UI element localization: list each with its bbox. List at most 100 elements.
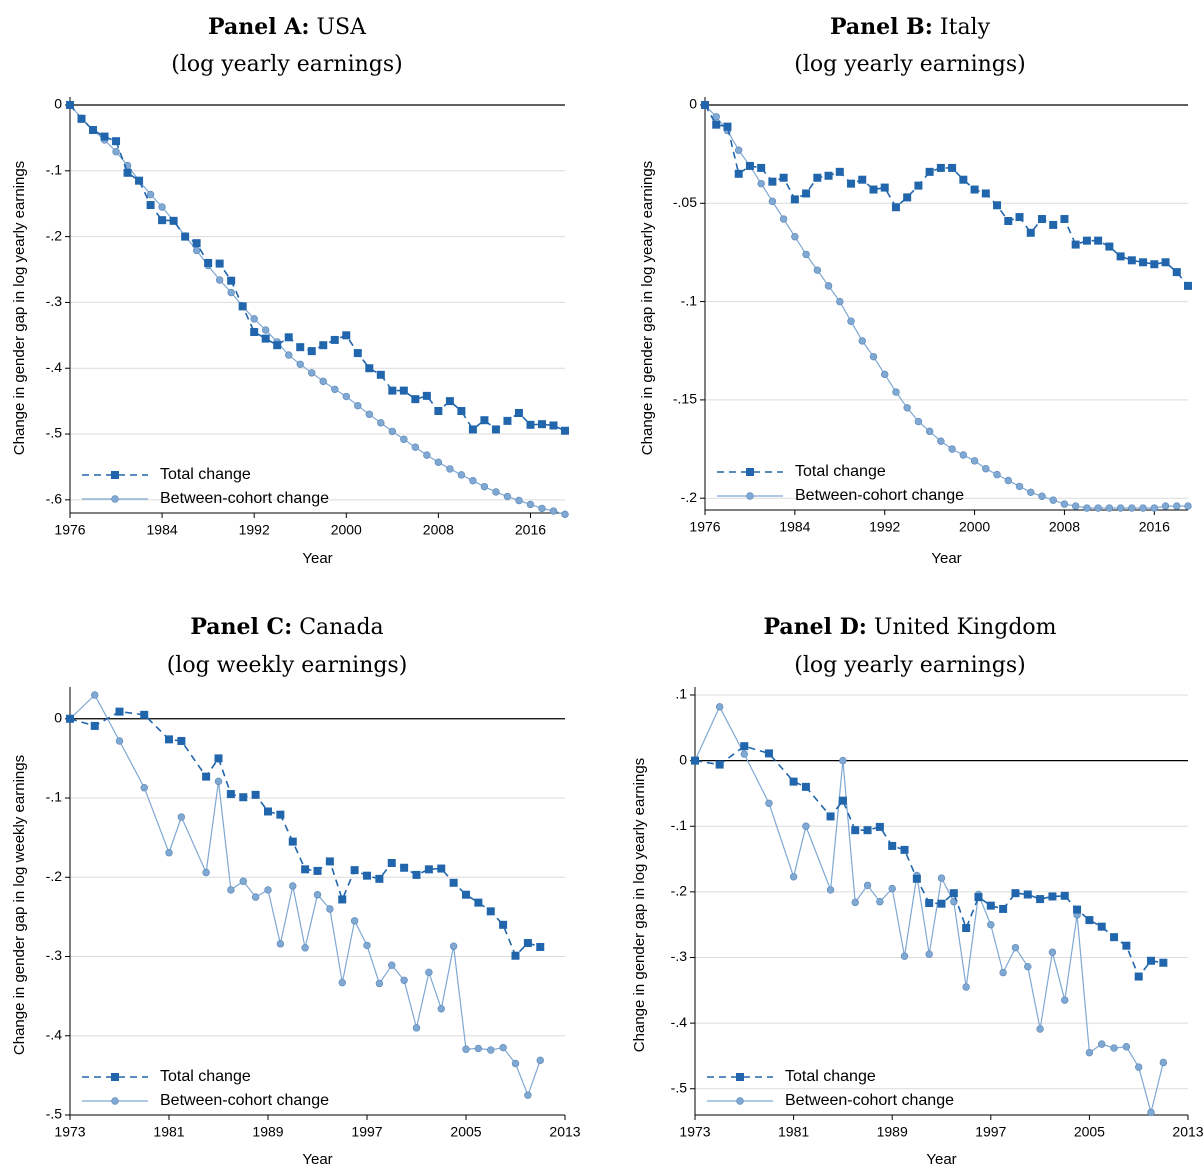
x-axis-label: Year	[302, 550, 332, 567]
data-point	[959, 175, 968, 184]
series-total-change	[66, 101, 569, 435]
data-point	[238, 302, 247, 311]
x-tick-label: 1997	[975, 1124, 1006, 1140]
data-point	[1161, 258, 1170, 267]
data-point	[1004, 476, 1012, 485]
y-tick-label: -.3	[46, 947, 63, 963]
data-point	[536, 1056, 544, 1065]
data-point	[251, 790, 260, 799]
data-point	[1105, 242, 1114, 251]
data-point	[375, 874, 384, 883]
data-point	[363, 941, 371, 950]
series-line	[69, 104, 566, 432]
data-point	[330, 335, 339, 344]
data-point	[538, 504, 546, 513]
panel-title-country: United Kingdom	[874, 615, 1057, 640]
data-point	[214, 777, 223, 786]
x-tick-label: 1984	[779, 519, 810, 535]
data-point	[1128, 504, 1136, 512]
data-point	[900, 845, 909, 854]
legend-label-total: Total change	[785, 1068, 876, 1085]
data-point	[903, 404, 911, 412]
series-total-change	[691, 742, 1168, 981]
y-axis-label: Change in gender gap in log yearly earni…	[639, 161, 656, 455]
data-point	[1097, 922, 1106, 931]
data-point	[993, 470, 1001, 479]
data-point	[999, 968, 1007, 977]
y-tick-label: -.05	[673, 194, 697, 210]
data-point	[1027, 488, 1035, 497]
data-point	[215, 276, 224, 284]
data-point	[276, 940, 285, 948]
data-point	[561, 426, 569, 435]
legend-label-between: Between-cohort change	[785, 1092, 954, 1109]
panel-title: Panel A: USA	[208, 14, 367, 40]
panel-title-country: Canada	[299, 615, 383, 640]
series-between-cohort-change	[691, 703, 1168, 1117]
y-tick-label: -.2	[46, 227, 63, 243]
data-point	[925, 427, 934, 436]
data-point	[999, 904, 1008, 913]
data-point	[948, 163, 957, 172]
data-point	[250, 315, 258, 323]
data-point	[903, 193, 912, 202]
legend-label-between: Between-cohort change	[160, 490, 329, 507]
x-tick-label: 1981	[778, 1124, 809, 1140]
panel-title-label: Panel C:	[190, 614, 292, 640]
data-point	[1061, 996, 1069, 1004]
data-point	[891, 203, 900, 212]
data-point	[802, 822, 810, 830]
data-point	[765, 799, 773, 807]
data-point	[115, 707, 124, 716]
data-point	[549, 421, 558, 430]
data-point	[1060, 891, 1069, 900]
data-point	[165, 848, 173, 857]
data-point	[491, 425, 500, 434]
data-point	[863, 826, 872, 835]
data-point	[307, 347, 316, 356]
panel-4: Panel D: United Kingdom (log yearly earnin…	[631, 614, 1203, 1168]
data-point	[1036, 1025, 1044, 1033]
data-point	[264, 807, 272, 816]
x-tick-label: 1984	[147, 522, 178, 538]
data-point	[377, 419, 385, 427]
data-point	[779, 173, 788, 182]
x-axis-label: Year	[302, 1151, 332, 1168]
data-point	[937, 437, 945, 445]
panel-subtitle: (log yearly earnings)	[794, 52, 1025, 77]
data-point	[858, 175, 867, 184]
y-axis-label: Change in gender gap in log yearly earni…	[631, 758, 648, 1052]
data-point	[1060, 500, 1069, 508]
data-point	[387, 859, 396, 867]
data-point	[301, 865, 310, 874]
data-point	[273, 341, 282, 350]
x-tick-label: 2008	[1049, 519, 1080, 535]
data-point	[835, 167, 844, 176]
data-point	[474, 898, 483, 907]
data-point	[970, 185, 979, 194]
data-point	[1150, 260, 1159, 269]
data-point	[462, 890, 470, 899]
data-point	[474, 1044, 483, 1053]
x-tick-label: 1989	[877, 1124, 908, 1140]
data-point	[779, 215, 788, 223]
data-point	[1122, 1043, 1131, 1051]
data-point	[880, 183, 889, 192]
data-point	[937, 874, 946, 882]
data-point	[192, 239, 201, 248]
data-point	[115, 737, 124, 745]
data-point	[851, 898, 859, 907]
data-point	[1085, 1048, 1094, 1057]
data-point	[1116, 252, 1125, 261]
data-point	[715, 760, 724, 769]
data-point	[457, 407, 466, 415]
data-point	[1094, 504, 1102, 512]
data-point	[313, 890, 322, 899]
y-tick-label: -.1	[46, 162, 63, 178]
data-point	[445, 397, 454, 406]
data-point	[1073, 905, 1082, 914]
data-point	[549, 507, 558, 515]
data-point	[962, 923, 971, 932]
data-point	[350, 917, 359, 925]
data-point	[791, 233, 799, 241]
